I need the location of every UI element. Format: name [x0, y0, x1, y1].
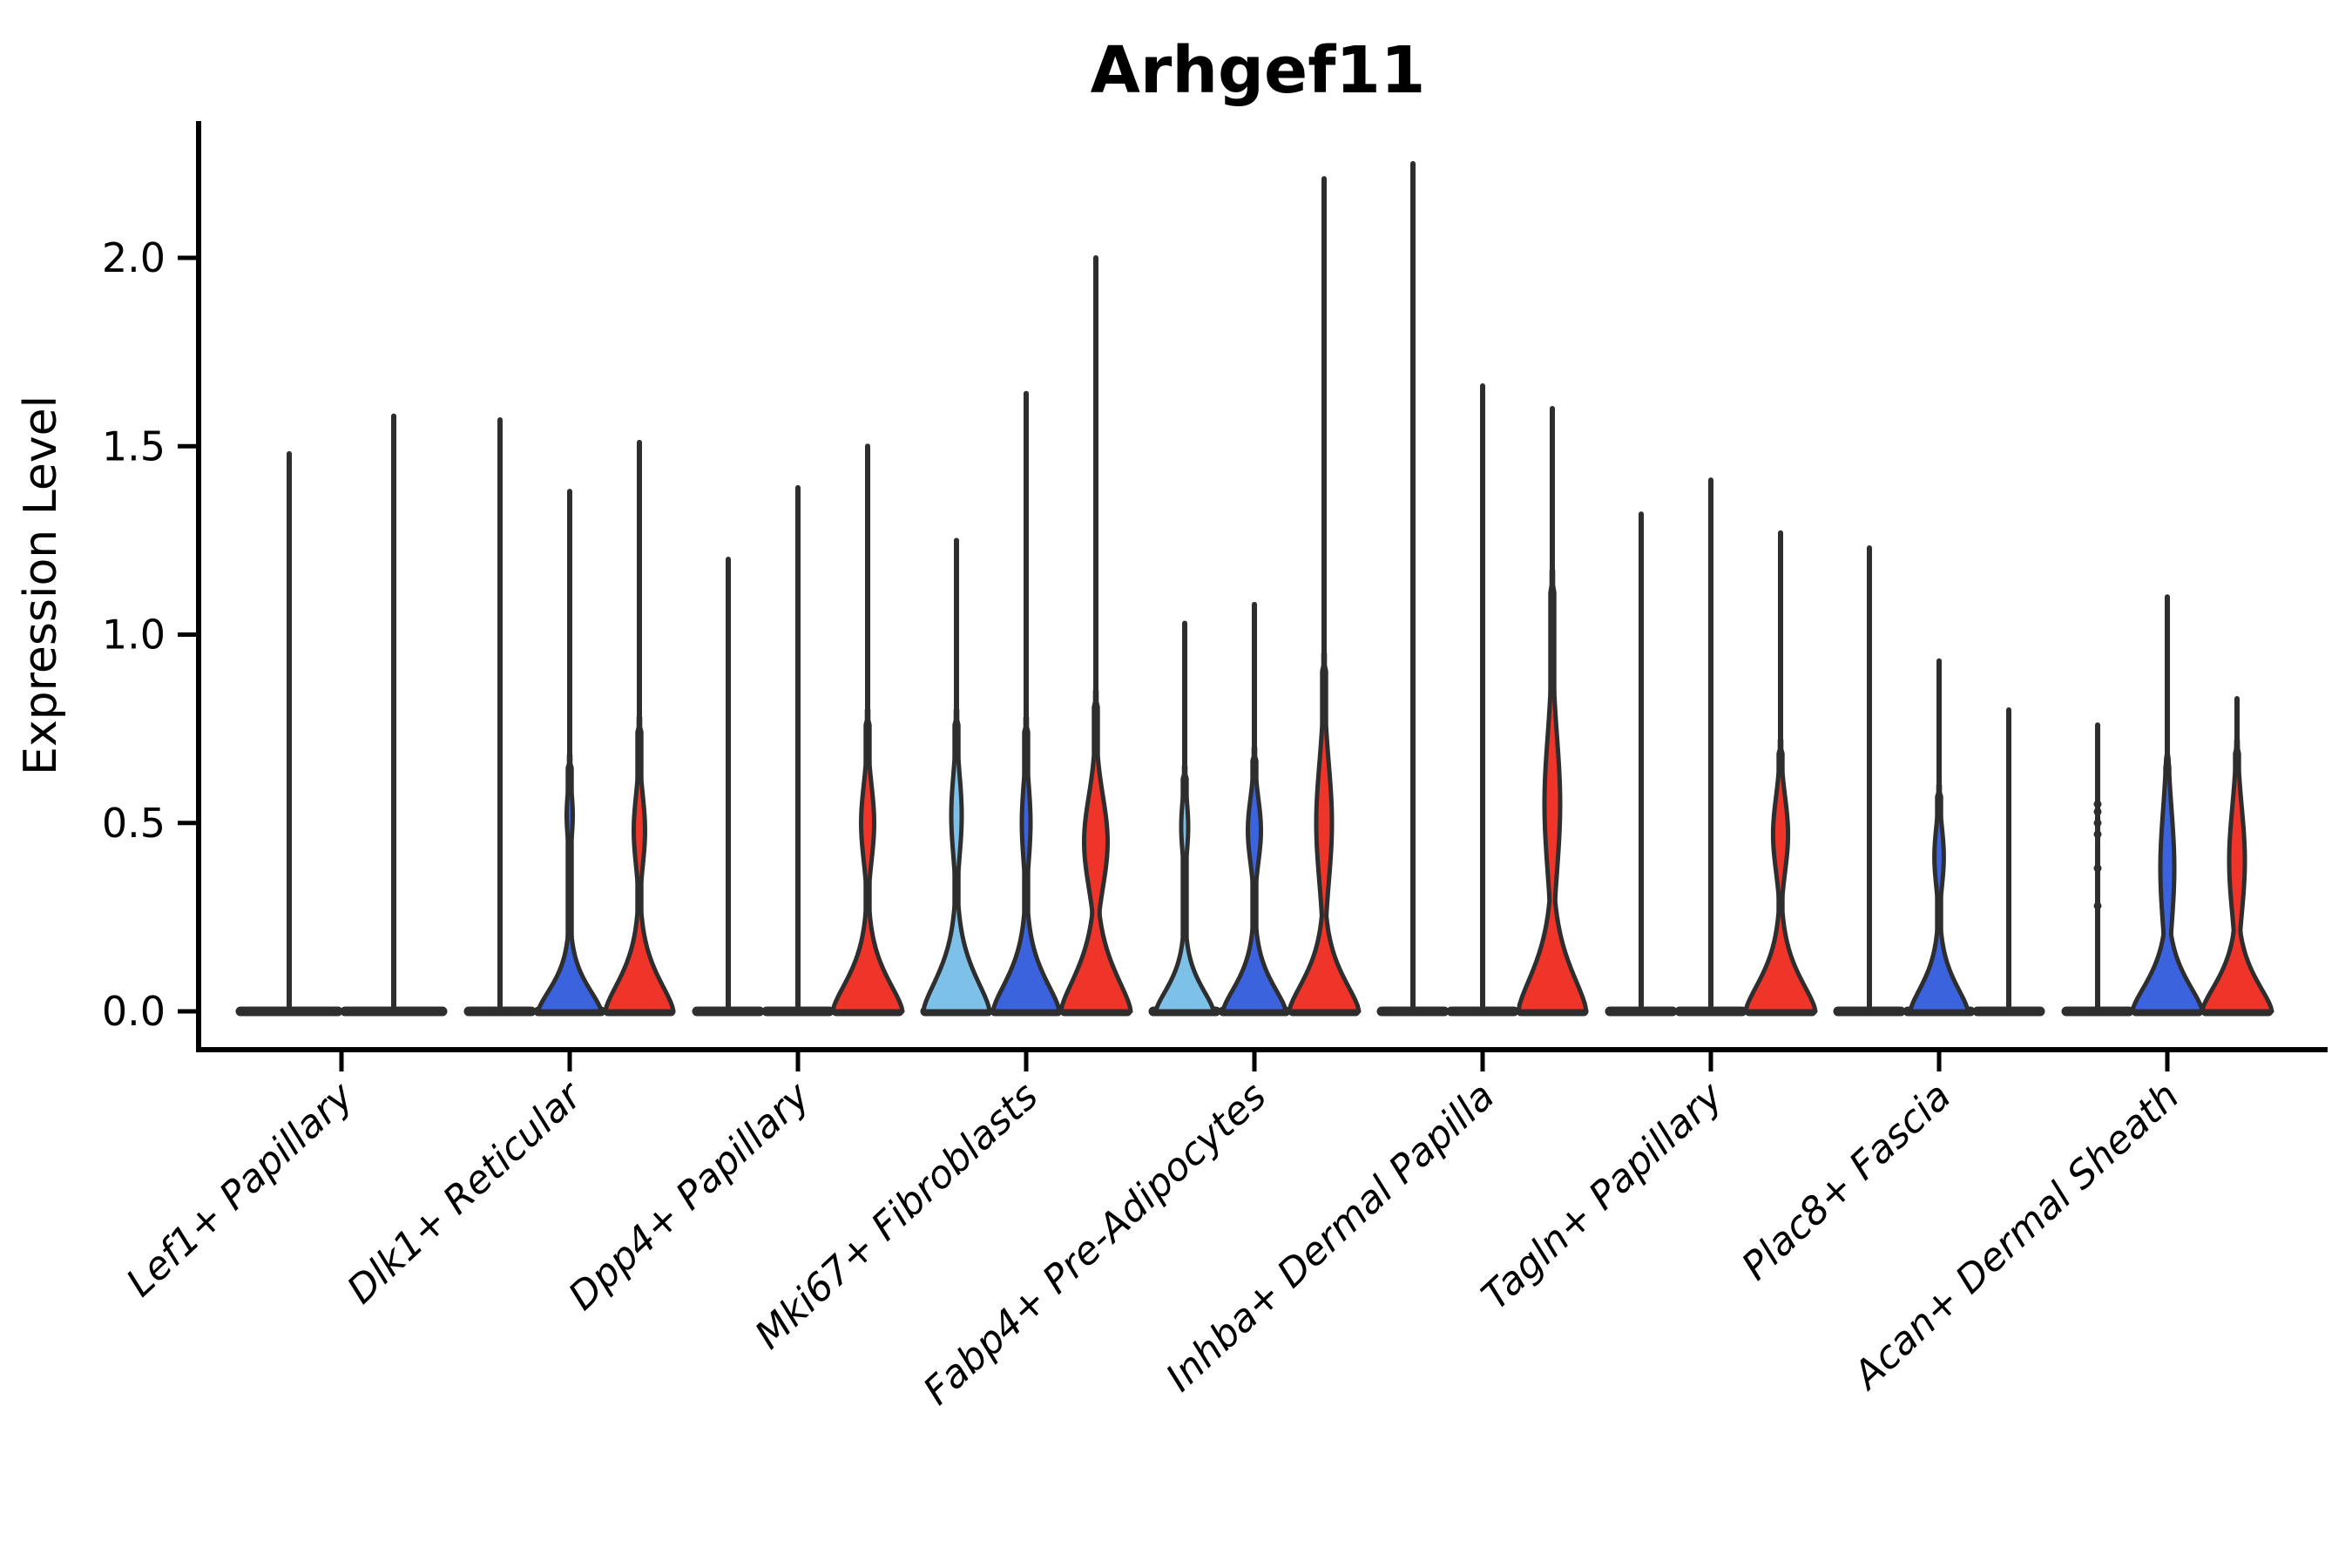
chart-title: Arhgef11	[1091, 33, 1426, 108]
violin-body-red	[1743, 738, 1818, 1014]
expression-dot	[2093, 819, 2102, 828]
violin-body-blue	[1908, 783, 1970, 1014]
y-tick-label: 0.5	[102, 800, 166, 847]
violin-body-blue	[2130, 753, 2205, 1014]
x-tick-label: Dlk1+ Reticular	[339, 1072, 592, 1313]
violin-body-blue	[1220, 745, 1288, 1014]
expression-dot	[2093, 902, 2102, 910]
expression-dot	[2093, 864, 2102, 873]
y-tick-label: 2.0	[102, 234, 166, 281]
violin-body-red	[1287, 651, 1362, 1014]
violin-body-blue	[990, 715, 1062, 1014]
expression-dot	[2093, 800, 2102, 808]
x-tick-label: Tagln+ Papillary	[1473, 1073, 1732, 1319]
expression-dot	[2093, 808, 2102, 816]
y-tick-label: 1.0	[102, 612, 166, 659]
violin-body-blue	[536, 753, 604, 1014]
x-tick-label: Lef1+ Papillary	[118, 1073, 363, 1306]
y-axis-label: Expression Level	[15, 395, 67, 775]
y-tick-label: 1.5	[102, 422, 166, 470]
x-tick-label: Dpp4+ Papillary	[560, 1073, 819, 1319]
violin-body-red	[1058, 688, 1133, 1014]
y-tick-label: 0.0	[102, 988, 166, 1035]
violin-body-light_blue	[1153, 764, 1216, 1014]
expression-dot	[2093, 830, 2102, 839]
x-tick-label: Plac8+ Fascia	[1734, 1074, 1960, 1289]
violin-body-red	[603, 715, 676, 1014]
violin-body-red	[2200, 738, 2274, 1014]
violin-body-red	[1516, 568, 1589, 1014]
violin-body-light_blue	[921, 707, 992, 1014]
violin-body-red	[830, 707, 905, 1014]
